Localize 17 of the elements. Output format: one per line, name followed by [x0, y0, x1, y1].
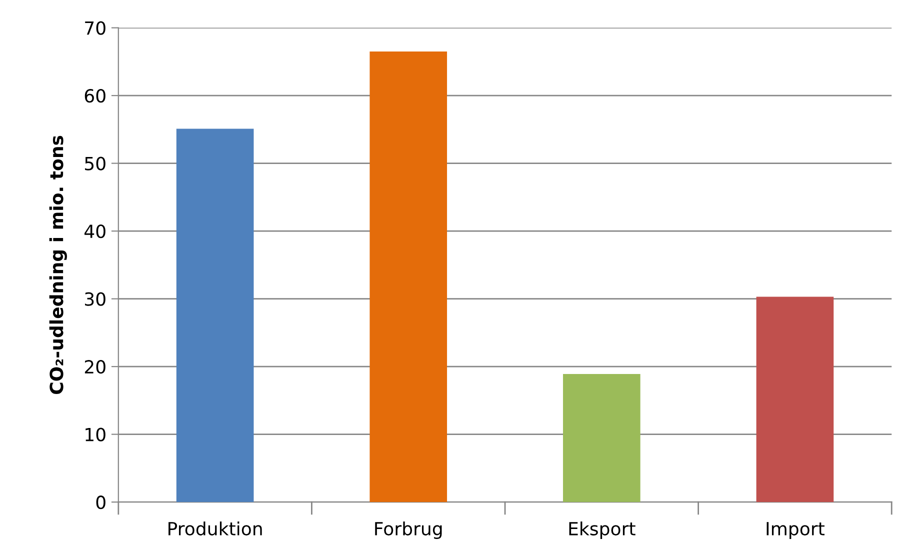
y-tick-label: 20: [84, 360, 106, 374]
y-tick-label: 60: [84, 89, 106, 103]
y-axis-title: CO₂-udledning i mio. tons: [49, 136, 67, 394]
x-tick-label: Produktion: [168, 522, 262, 536]
y-tick-label: 30: [85, 292, 106, 306]
x-tick-label: Import: [766, 522, 824, 539]
y-tick-label: 50: [85, 156, 106, 170]
y-tick-label: 10: [86, 428, 106, 442]
x-tick-label: Eksport: [569, 522, 636, 539]
y-tick-label: 40: [84, 224, 106, 238]
y-tick-label: 70: [85, 21, 106, 35]
bar: [370, 52, 448, 502]
y-tick-label: 0: [96, 496, 106, 510]
bar: [756, 296, 834, 502]
bar: [563, 374, 640, 502]
bar: [176, 128, 254, 502]
x-tick-label: Forbrug: [375, 522, 442, 539]
